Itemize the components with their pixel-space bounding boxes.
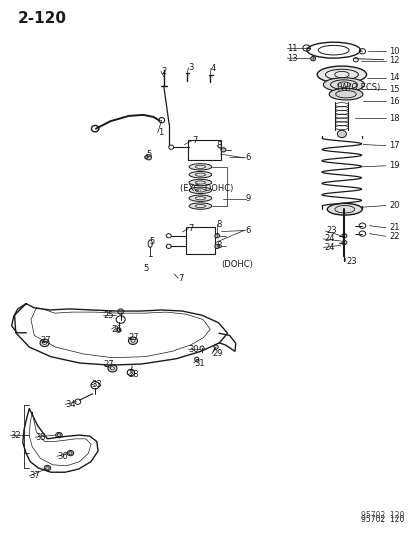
Ellipse shape bbox=[108, 365, 116, 372]
Text: 7: 7 bbox=[178, 273, 183, 282]
Ellipse shape bbox=[117, 309, 123, 314]
Text: 8: 8 bbox=[216, 220, 222, 229]
Text: 29: 29 bbox=[211, 349, 222, 358]
Text: 12: 12 bbox=[389, 56, 399, 65]
Ellipse shape bbox=[327, 204, 361, 215]
Ellipse shape bbox=[189, 179, 211, 185]
Text: 17: 17 bbox=[389, 141, 399, 150]
Text: 25: 25 bbox=[103, 311, 114, 320]
Ellipse shape bbox=[323, 78, 363, 92]
Text: 21: 21 bbox=[389, 223, 399, 232]
Text: 35: 35 bbox=[35, 433, 45, 442]
Text: 24: 24 bbox=[323, 235, 334, 244]
Text: 2-120: 2-120 bbox=[18, 11, 66, 26]
Text: 27: 27 bbox=[128, 333, 138, 342]
Text: 10: 10 bbox=[389, 47, 399, 56]
Ellipse shape bbox=[189, 164, 211, 170]
Text: 8: 8 bbox=[216, 141, 222, 150]
Ellipse shape bbox=[341, 233, 346, 238]
Text: 27: 27 bbox=[103, 360, 114, 369]
Text: 23: 23 bbox=[325, 227, 336, 236]
Ellipse shape bbox=[337, 130, 346, 138]
Ellipse shape bbox=[189, 172, 211, 178]
Bar bbox=[188, 140, 220, 160]
Text: 20: 20 bbox=[389, 201, 399, 210]
Text: 15: 15 bbox=[389, 85, 399, 94]
Ellipse shape bbox=[189, 203, 211, 209]
Text: 32: 32 bbox=[10, 431, 21, 440]
Ellipse shape bbox=[128, 337, 137, 344]
Text: 6: 6 bbox=[245, 154, 250, 163]
Text: (DOHC): (DOHC) bbox=[221, 261, 253, 269]
Text: 7: 7 bbox=[188, 224, 193, 233]
Ellipse shape bbox=[116, 328, 121, 332]
Text: 37: 37 bbox=[29, 471, 40, 480]
Text: 26: 26 bbox=[112, 325, 122, 334]
Ellipse shape bbox=[221, 148, 225, 152]
Ellipse shape bbox=[44, 465, 51, 471]
Text: 30: 30 bbox=[188, 345, 199, 354]
Ellipse shape bbox=[316, 66, 366, 83]
Ellipse shape bbox=[145, 155, 151, 160]
Text: 36: 36 bbox=[57, 452, 67, 461]
Ellipse shape bbox=[328, 88, 362, 100]
Ellipse shape bbox=[341, 240, 346, 245]
Text: 18: 18 bbox=[389, 114, 399, 123]
Text: 9: 9 bbox=[245, 194, 250, 203]
Text: 8: 8 bbox=[216, 241, 222, 250]
Text: 5: 5 bbox=[149, 237, 154, 246]
Ellipse shape bbox=[40, 339, 49, 346]
Ellipse shape bbox=[189, 195, 211, 201]
Text: 14: 14 bbox=[389, 73, 399, 82]
Text: 95702  120: 95702 120 bbox=[360, 511, 404, 520]
Text: (W/O ECS): (W/O ECS) bbox=[336, 83, 379, 92]
Text: 33: 33 bbox=[91, 379, 102, 389]
Text: 23: 23 bbox=[345, 257, 356, 265]
Ellipse shape bbox=[214, 233, 219, 238]
Ellipse shape bbox=[67, 450, 74, 456]
Text: 5: 5 bbox=[146, 150, 152, 159]
Text: 16: 16 bbox=[389, 96, 399, 106]
Text: 95702  120: 95702 120 bbox=[360, 515, 404, 524]
Text: 31: 31 bbox=[193, 359, 204, 367]
Text: 5: 5 bbox=[143, 264, 149, 272]
Text: 3: 3 bbox=[188, 63, 193, 72]
Text: 11: 11 bbox=[287, 44, 297, 53]
Text: 6: 6 bbox=[245, 226, 250, 235]
Text: 27: 27 bbox=[41, 336, 51, 345]
Ellipse shape bbox=[189, 187, 211, 193]
Text: 24: 24 bbox=[323, 243, 334, 252]
Ellipse shape bbox=[214, 244, 219, 248]
Text: 34: 34 bbox=[65, 400, 76, 409]
Text: 19: 19 bbox=[389, 161, 399, 170]
Ellipse shape bbox=[55, 432, 62, 438]
Text: 22: 22 bbox=[389, 232, 399, 241]
Text: 4: 4 bbox=[211, 64, 216, 72]
Ellipse shape bbox=[310, 56, 315, 61]
Text: 1: 1 bbox=[157, 128, 162, 138]
Text: (EXC. DOHC): (EXC. DOHC) bbox=[180, 183, 233, 192]
Text: 28: 28 bbox=[128, 370, 138, 379]
Text: 13: 13 bbox=[287, 54, 297, 62]
Text: 2: 2 bbox=[161, 67, 166, 76]
Text: 7: 7 bbox=[192, 136, 197, 145]
Bar bbox=[185, 227, 215, 254]
